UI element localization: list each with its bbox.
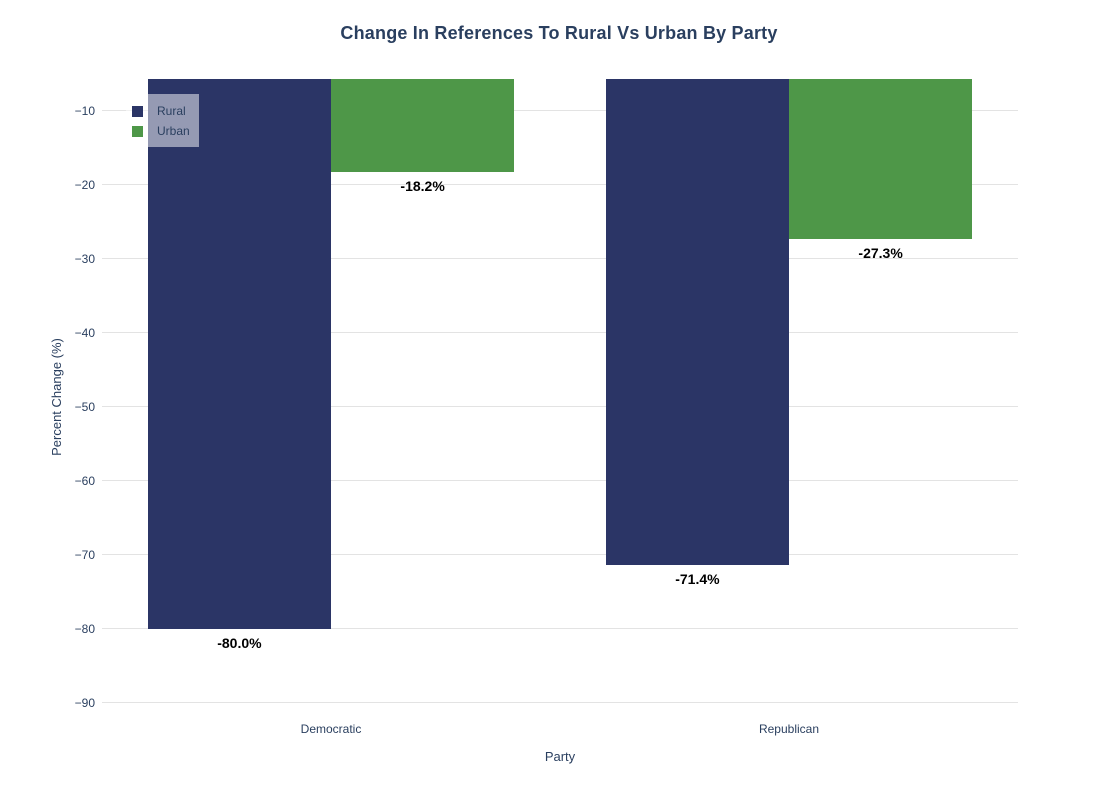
gridline-70 bbox=[102, 554, 1018, 556]
y-axis-title: Percent Change (%) bbox=[49, 338, 64, 456]
gridline-80 bbox=[102, 628, 1018, 630]
y-tick-label-50: −50 bbox=[74, 399, 95, 414]
gridline-60 bbox=[102, 480, 1018, 482]
legend-swatch-rural bbox=[132, 105, 143, 117]
gridline-90 bbox=[102, 702, 1018, 704]
gridline-20 bbox=[102, 184, 1018, 186]
x-axis-title: Party bbox=[544, 749, 576, 764]
gridline-50 bbox=[102, 406, 1018, 408]
legend-item-urban[interactable]: Urban bbox=[131, 121, 194, 141]
bar-value-label-republican-urban: -27.3% bbox=[858, 244, 903, 261]
y-tick-label-80: −80 bbox=[74, 621, 95, 636]
legend-swatch-urban bbox=[132, 125, 143, 137]
y-tick-label-90: −90 bbox=[74, 695, 95, 710]
legend-label-rural: Rural bbox=[157, 104, 186, 118]
bar-republican-urban[interactable] bbox=[789, 79, 973, 239]
y-tick-label-40: −40 bbox=[74, 325, 95, 340]
bar-democratic-rural[interactable] bbox=[147, 79, 331, 629]
legend-label-urban: Urban bbox=[157, 124, 190, 138]
y-tick-label-10: −10 bbox=[74, 103, 95, 118]
bar-value-label-democratic-urban: -18.2% bbox=[400, 177, 445, 194]
gridline-30 bbox=[102, 258, 1018, 260]
chart-title: Change In References To Rural Vs Urban B… bbox=[340, 23, 778, 43]
legend-item-rural[interactable]: Rural bbox=[131, 101, 194, 121]
bar-value-label-democratic-rural: -80.0% bbox=[217, 634, 262, 651]
bar-republican-rural[interactable] bbox=[605, 79, 789, 566]
y-tick-label-20: −20 bbox=[74, 177, 95, 192]
bar-democratic-urban[interactable] bbox=[331, 79, 515, 172]
x-tick-label-republican: Republican bbox=[758, 722, 820, 736]
legend: Rural Urban bbox=[126, 94, 199, 147]
bar-value-label-republican-rural: -71.4% bbox=[675, 571, 720, 588]
gridline-10 bbox=[102, 110, 1018, 112]
y-tick-label-70: −70 bbox=[74, 547, 95, 562]
y-tick-label-60: −60 bbox=[74, 473, 95, 488]
y-tick-label-30: −30 bbox=[74, 251, 95, 266]
x-tick-label-democratic: Democratic bbox=[300, 722, 362, 736]
gridline-40 bbox=[102, 332, 1018, 334]
